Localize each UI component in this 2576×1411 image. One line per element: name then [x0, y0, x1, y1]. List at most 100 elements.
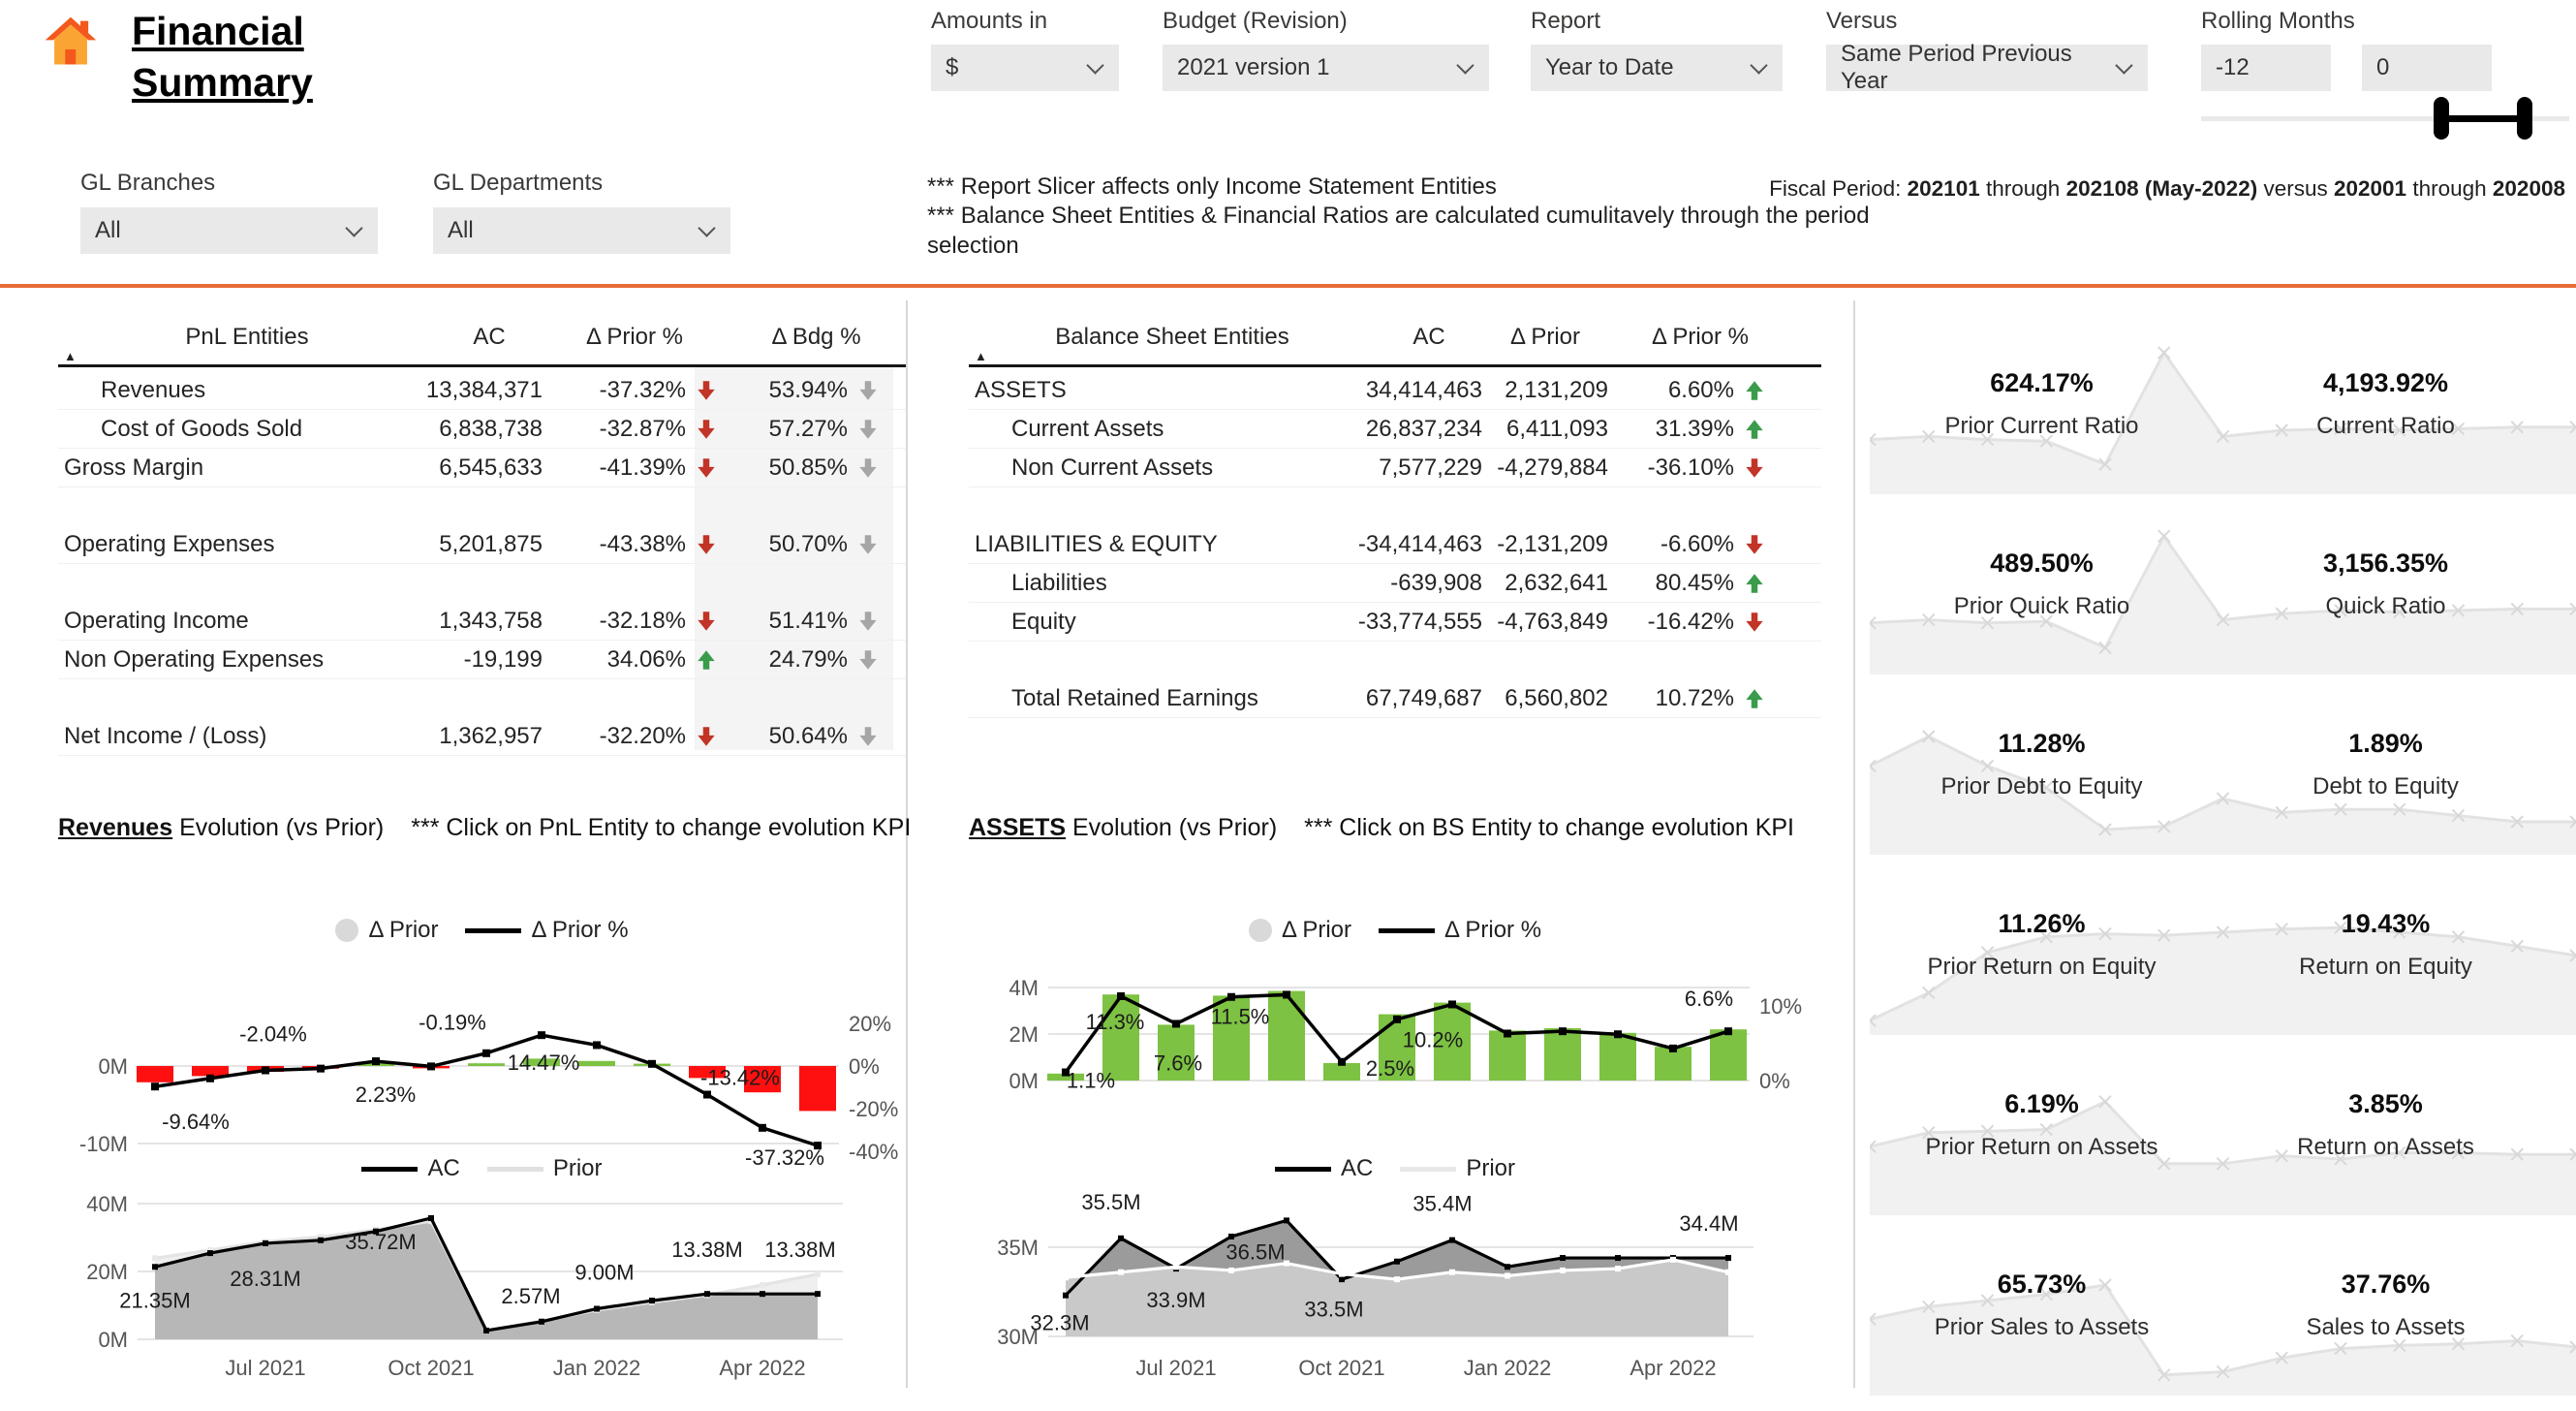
budget-label: Budget (Revision)	[1163, 8, 1348, 34]
cell-value: -32.87%	[543, 416, 727, 443]
entity-label[interactable]: ASSETS	[975, 376, 1067, 403]
column-header[interactable]: Δ Prior %	[1651, 324, 1750, 350]
gl-departments-dropdown[interactable]: All	[433, 207, 730, 254]
column-header[interactable]: Balance Sheet Entities	[1055, 324, 1289, 350]
rolling-months-slider-track[interactable]	[2201, 116, 2569, 121]
kpi-value: 4,193.92%	[2322, 368, 2449, 397]
pnl-row[interactable]: Operating Expenses 5,201,875 -43.38% 50.70%	[58, 525, 906, 564]
pnl-row[interactable]: Gross Margin 6,545,633 -41.39% 50.85%	[58, 449, 906, 487]
cell-value: 67,749,687	[1365, 684, 1482, 711]
ratio-kpi-card[interactable]: 11.26% Prior Return on Equity 19.43% Return…	[1870, 870, 2576, 1050]
cell-value: 6,560,802	[1505, 684, 1608, 711]
kpi-sparkline	[1870, 529, 2576, 674]
svg-text:11.5%: 11.5%	[1211, 1004, 1270, 1028]
column-header[interactable]: AC	[1412, 324, 1445, 350]
svg-text:34.4M: 34.4M	[1679, 1211, 1738, 1236]
amounts-in-dropdown[interactable]: $	[931, 45, 1119, 91]
report-dropdown[interactable]: Year to Date	[1531, 45, 1783, 91]
slider-handle-right[interactable]	[2517, 97, 2532, 140]
rolling-months-label: Rolling Months	[2201, 8, 2355, 34]
bs-row[interactable]: Liabilities -639,908 2,632,641 80.45%	[969, 564, 1821, 603]
legend-swatch	[361, 1166, 419, 1172]
kpi-prior-label: Prior Quick Ratio	[1953, 593, 2130, 619]
ratio-kpi-card[interactable]: 65.73% Prior Sales to Assets 37.76% Sales t…	[1870, 1231, 2576, 1411]
ratio-kpi-card[interactable]: 624.17% Prior Current Ratio 4,193.92% Curre…	[1870, 329, 2576, 510]
entity-label[interactable]: Net Income / (Loss)	[64, 722, 267, 749]
entity-label[interactable]: Revenues	[101, 376, 206, 403]
column-header[interactable]: Δ Bdg %	[771, 324, 861, 350]
kpi-prior-label: Prior Debt to Equity	[1940, 773, 2143, 800]
bs-row[interactable]: LIABILITIES & EQUITY -34,414,463 -2,131,20…	[969, 525, 1821, 564]
kpi-prior-label: Prior Return on Assets	[1925, 1134, 2158, 1160]
entity-label[interactable]: Operating Expenses	[64, 530, 275, 557]
arrow-up-icon	[698, 649, 715, 670]
budget-dropdown[interactable]: 2021 version 1	[1163, 45, 1489, 91]
cell-value: -32.20%	[543, 723, 727, 750]
report-label: Report	[1531, 8, 1601, 34]
assets-delta-prior-chart[interactable]: 4M 2M 0M 10% 0% 1.1% 11.3% 7.6% 11.5% 2.5% 10.2% 6.…	[969, 950, 1821, 1192]
svg-text:0%: 0%	[1759, 1069, 1790, 1093]
entity-label[interactable]: Current Assets	[1011, 415, 1164, 442]
entity-label[interactable]: Operating Income	[64, 607, 249, 634]
bs-row[interactable]: Total Retained Earnings 67,749,687 6,560,8…	[969, 679, 1821, 718]
bs-row[interactable]: Equity -33,774,555 -4,763,849 -16.42%	[969, 603, 1821, 642]
entity-label[interactable]: Equity	[1011, 608, 1076, 635]
svg-text:2.23%: 2.23%	[356, 1082, 416, 1107]
entity-label[interactable]: Cost of Goods Sold	[101, 415, 303, 442]
rolling-months-slider-range[interactable]	[2441, 115, 2523, 122]
versus-value: Same Period Previous Year	[1841, 41, 2072, 94]
pnl-row	[58, 487, 906, 525]
entity-label[interactable]: Non Operating Expenses	[64, 645, 325, 673]
sort-ascending-icon[interactable]: ▲	[975, 349, 987, 363]
header-rule	[969, 364, 1821, 367]
pnl-row[interactable]: Net Income / (Loss) 1,362,957 -32.20% 50.64…	[58, 717, 906, 756]
legend-swatch	[465, 927, 522, 933]
column-header[interactable]: AC	[473, 324, 506, 350]
pnl-row[interactable]: Non Operating Expenses -19,199 34.06% 24.79…	[58, 641, 906, 679]
bs-row[interactable]: Current Assets 26,837,234 6,411,093 31.39%	[969, 410, 1821, 449]
ratio-kpi-card[interactable]: 11.28% Prior Debt to Equity 1.89% Debt to E…	[1870, 690, 2576, 870]
column-header[interactable]: PnL Entities	[185, 324, 309, 350]
versus-dropdown[interactable]: Same Period Previous Year	[1826, 41, 2148, 94]
kpi-sparkline	[1870, 921, 2576, 1035]
bs-row[interactable]: ASSETS 34,414,463 2,131,209 6.60%	[969, 371, 1821, 410]
revenues-section-title: Revenues Evolution (vs Prior) *** Click o…	[58, 814, 912, 841]
slider-handle-left[interactable]	[2434, 97, 2449, 140]
chevron-down-icon	[698, 218, 716, 237]
entity-label[interactable]: LIABILITIES & EQUITY	[975, 530, 1218, 557]
amounts-in-label: Amounts in	[931, 8, 1048, 34]
entity-label[interactable]: Liabilities	[1011, 569, 1107, 596]
kpi-prior-value: 624.17%	[1990, 368, 2094, 397]
legend-swatch	[1378, 927, 1435, 933]
kpi-prior-value: 489.50%	[1990, 549, 2094, 578]
entity-label[interactable]: Gross Margin	[64, 454, 204, 481]
column-header[interactable]: Δ Prior %	[585, 324, 684, 350]
cell-value: 10.72%	[1608, 685, 1792, 712]
gl-branches-dropdown[interactable]: All	[80, 207, 378, 254]
arrow-down-icon	[698, 726, 715, 746]
entity-label[interactable]: Total Retained Earnings	[1011, 684, 1258, 711]
home-icon[interactable]	[43, 14, 99, 74]
chevron-down-icon	[1456, 55, 1474, 75]
report-notes: *** Report Slicer affects only Income St…	[927, 173, 1870, 259]
pnl-row[interactable]: Operating Income 1,343,758 -32.18% 51.41%	[58, 602, 906, 641]
kpi-sparkline	[1870, 1278, 2576, 1395]
ratio-kpi-card[interactable]: 6.19% Prior Return on Assets 3.85% Return o…	[1870, 1050, 2576, 1231]
rolling-months-from-input[interactable]	[2201, 45, 2331, 91]
svg-text:35.72M: 35.72M	[345, 1230, 416, 1254]
ratio-kpi-card[interactable]: 489.50% Prior Quick Ratio 3,156.35% Quick R…	[1870, 510, 2576, 690]
revenues-delta-prior-chart[interactable]: 0M -10M 20% 0% -20% -40% -9.64% -2.04% 2.23% -0.1…	[58, 950, 906, 1192]
bs-row[interactable]: Non Current Assets 7,577,229 -4,279,884 -36…	[969, 449, 1821, 487]
entity-label[interactable]: Non Current Assets	[1011, 454, 1214, 481]
pnl-row[interactable]: Revenues 13,384,371 -37.32% 53.94%	[58, 371, 906, 410]
kpi-prior-label: Prior Current Ratio	[1944, 413, 2139, 439]
versus-label: Versus	[1826, 8, 1898, 34]
column-header[interactable]: Δ Prior	[1509, 324, 1581, 350]
sort-ascending-icon[interactable]: ▲	[64, 349, 77, 363]
rolling-months-to-input[interactable]	[2362, 45, 2492, 91]
svg-text:6.6%: 6.6%	[1685, 987, 1733, 1011]
pnl-row[interactable]: Cost of Goods Sold 6,838,738 -32.87% 57.27%	[58, 410, 906, 449]
revenues-ac-vs-prior-chart[interactable]: 40M 20M 0M 21.35M 28.31M 35.72M 2.57M 9.00M 13.3…	[58, 1184, 906, 1388]
gl-departments-value: All	[448, 217, 474, 243]
